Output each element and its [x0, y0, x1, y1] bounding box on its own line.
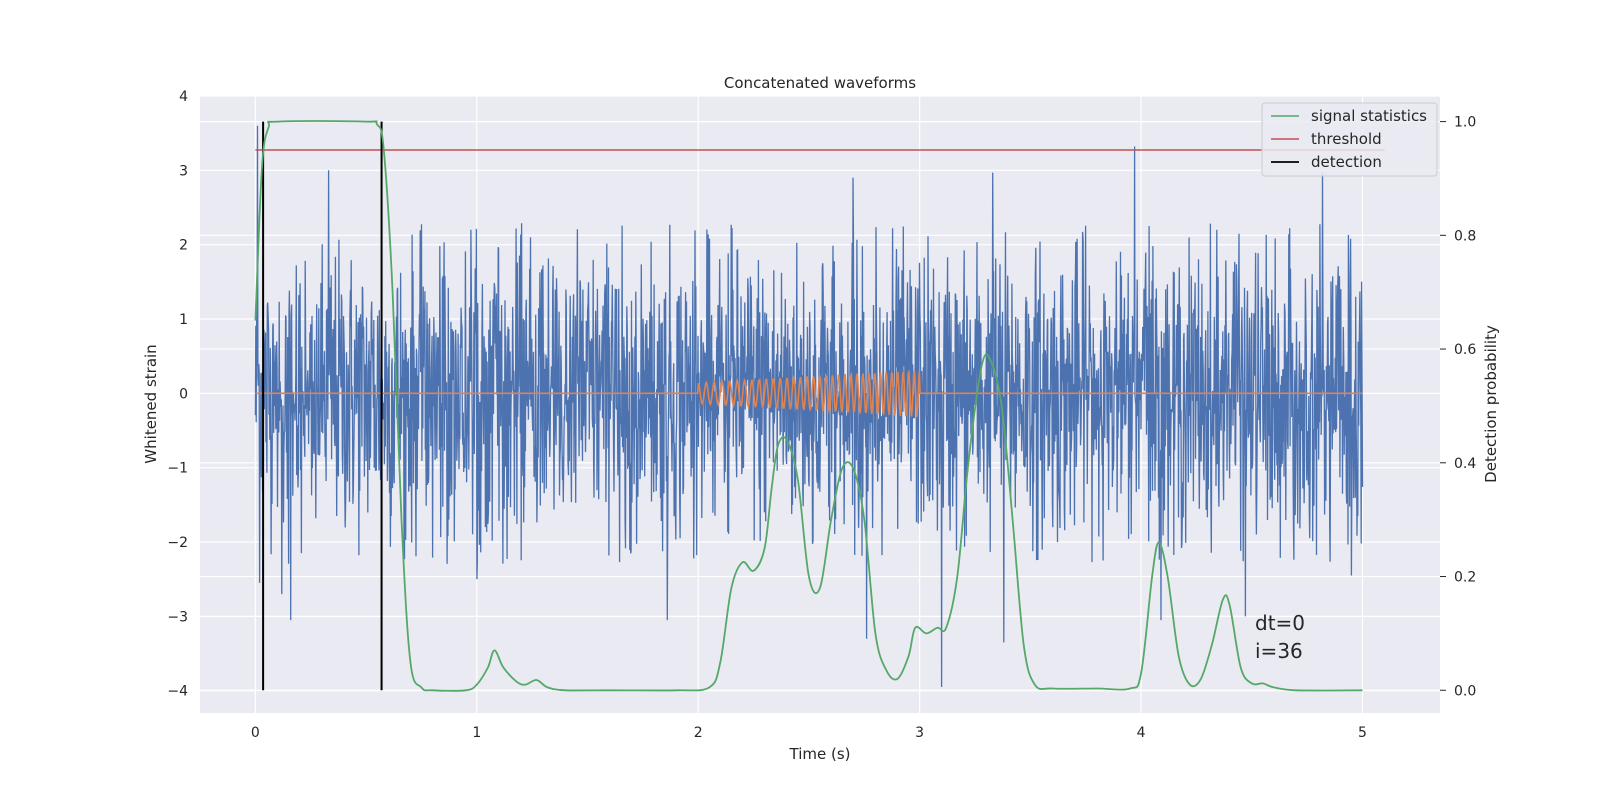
- y-tick-label: −4: [167, 684, 188, 700]
- y-tick-label: −1: [167, 461, 188, 477]
- x-tick-label: 0: [251, 725, 260, 741]
- y2-axis-label: Detection probability: [1482, 325, 1500, 483]
- signal-statistics-line: [254, 120, 1363, 692]
- y2-tick-label: 1.0: [1454, 115, 1476, 131]
- y-axis-label: Whitened strain: [142, 344, 160, 463]
- chirp-signal-line: [255, 369, 1363, 418]
- strain-noise-line: [254, 125, 1364, 688]
- y2-tick-label: 0.2: [1454, 570, 1476, 586]
- y2-tick-label: 0.0: [1454, 683, 1476, 699]
- legend-label-detection: detection: [1311, 153, 1382, 171]
- x-axis-label: Time (s): [789, 745, 851, 763]
- legend-label-threshold: threshold: [1311, 130, 1382, 148]
- y-tick-label: −2: [167, 535, 188, 551]
- x-tick-label: 3: [915, 725, 924, 741]
- y-tick-label: 4: [179, 89, 188, 105]
- legend-box: [1261, 102, 1438, 177]
- y2-tick-label: 0.4: [1454, 456, 1476, 472]
- y-tick-label: −3: [167, 609, 188, 625]
- annotation-dt: dt=0: [1255, 611, 1305, 635]
- y-tick-label: 0: [179, 386, 188, 402]
- series-layer: [254, 120, 1385, 692]
- x-tick-label: 1: [472, 725, 481, 741]
- x-tick-label: 5: [1358, 725, 1367, 741]
- y-tick-labels: −4 −3 −2 −1 0 1 2 3 4: [167, 89, 188, 700]
- y-tick-label: 1: [179, 312, 188, 328]
- annotation-i: i=36: [1255, 639, 1303, 663]
- y2-tick-label: 0.8: [1454, 228, 1476, 244]
- x-tick-label: 4: [1137, 725, 1146, 741]
- x-tick-label: 2: [694, 725, 703, 741]
- y-tick-label: 3: [179, 163, 188, 179]
- chart-title: Concatenated waveforms: [724, 74, 916, 92]
- legend-label-signal-statistics: signal statistics: [1311, 107, 1427, 125]
- x-tick-labels: 0 1 2 3 4 5: [251, 725, 1367, 741]
- y-tick-label: 2: [179, 238, 188, 254]
- y2-tick-label: 0.6: [1454, 342, 1476, 358]
- y2-tick-labels: 0.0 0.2 0.4 0.6 0.8 1.0: [1454, 115, 1476, 700]
- legend: signal statistics threshold detection: [1261, 102, 1438, 177]
